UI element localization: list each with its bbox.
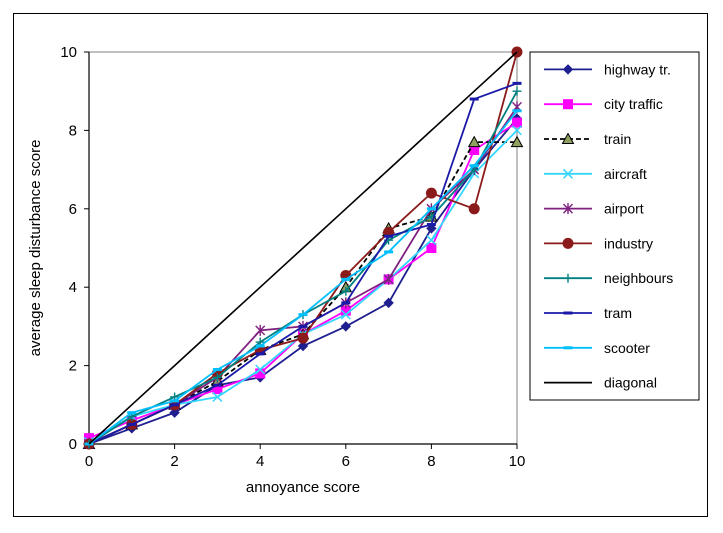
legend-label: highway tr.: [604, 61, 671, 77]
legend-box: [529, 51, 700, 401]
x-tick-label: 6: [342, 453, 350, 470]
data-point: [298, 313, 308, 317]
data-point: [341, 301, 351, 305]
x-tick-label: 2: [170, 453, 178, 470]
legend-marker: [561, 132, 575, 144]
legend-label: city traffic: [604, 96, 663, 112]
data-point: [383, 273, 394, 285]
data-point: [255, 324, 266, 336]
legend-entry: aircraft: [544, 166, 647, 182]
data-point: [169, 407, 180, 418]
series-line: [88, 51, 518, 445]
legend-marker: [563, 99, 573, 110]
data-point: [212, 391, 223, 402]
legend-entry: tram: [544, 305, 632, 321]
legend-entry: neighbours: [544, 270, 673, 286]
legend-marker: [563, 311, 573, 315]
legend-label: diagonal: [604, 375, 657, 391]
legend-label: scooter: [604, 340, 650, 356]
data-point: [341, 277, 351, 281]
x-tick-label: 0: [85, 453, 93, 470]
data-point: [510, 135, 524, 148]
data-point: [255, 364, 266, 375]
legend-label: airport: [604, 201, 644, 217]
line-chart: 0 2 4 6 8 10 0 2 4 6 8 10 annoyance score average s…: [27, 44, 700, 496]
data-point: [512, 109, 522, 113]
legend-marker: [563, 346, 573, 350]
x-tick-label: 10: [509, 453, 526, 470]
data-point: [297, 340, 309, 352]
data-point: [512, 86, 522, 96]
axes: 0 2 4 6 8 10 0 2 4 6 8 10: [60, 44, 525, 470]
legend-entry: airport: [544, 201, 644, 217]
data-point: [426, 223, 437, 234]
data-point: [170, 399, 180, 403]
legend-label: train: [604, 131, 631, 147]
data-point: [212, 372, 222, 382]
y-tick-label: 10: [60, 44, 77, 61]
series-diagonal: [88, 51, 518, 445]
data-point: [384, 250, 394, 254]
data-point: [468, 203, 480, 215]
y-tick-label: 4: [69, 279, 77, 296]
legend-label: tram: [604, 305, 632, 321]
data-point: [426, 222, 436, 226]
data-point: [425, 187, 437, 199]
chart-frame: 0 2 4 6 8 10 0 2 4 6 8 10 annoyance score average s…: [13, 13, 708, 517]
legend-marker: [563, 273, 573, 283]
series-tram: [84, 81, 522, 446]
data-point: [426, 207, 436, 211]
legend-label: industry: [604, 235, 653, 251]
legend-marker: [563, 203, 573, 215]
data-point: [127, 411, 137, 415]
data-point: [255, 352, 265, 356]
data-point: [426, 235, 437, 246]
data-point: [127, 422, 137, 426]
data-point: [340, 309, 351, 320]
data-point: [170, 403, 180, 407]
data-point: [511, 125, 523, 136]
data-point: [512, 81, 522, 85]
y-tick-label: 2: [69, 358, 77, 375]
data-point: [212, 368, 222, 372]
data-point: [469, 164, 479, 168]
x-axis-label: annoyance score: [246, 479, 360, 496]
legend: highway tr. city traffic train aircraft airp…: [529, 51, 700, 401]
legend-entry: city traffic: [544, 96, 663, 112]
y-tick-label: 8: [69, 122, 77, 139]
legend-entry: scooter: [544, 340, 650, 356]
y-tick-label: 6: [69, 201, 77, 218]
data-point: [212, 383, 222, 387]
legend-entry: diagonal: [544, 375, 657, 391]
data-point: [467, 135, 481, 148]
x-tick-label: 8: [427, 453, 435, 470]
series-layer: [82, 46, 524, 450]
y-axis-label: average sleep disturbance score: [27, 140, 44, 357]
data-point: [341, 286, 351, 296]
legend-entry: industry: [544, 235, 653, 251]
legend-marker: [562, 237, 574, 249]
legend-entry: train: [544, 131, 631, 147]
x-tick-label: 4: [256, 453, 264, 470]
legend-label: neighbours: [604, 270, 673, 286]
data-point: [469, 97, 479, 101]
y-tick-label: 0: [69, 436, 77, 453]
legend-marker: [562, 168, 574, 179]
data-point: [512, 117, 522, 128]
legend-label: aircraft: [604, 166, 647, 182]
data-point: [384, 234, 394, 238]
legend-entry: highway tr.: [544, 61, 671, 77]
data-point: [340, 321, 352, 332]
legend-marker: [562, 64, 574, 75]
data-point: [383, 297, 394, 309]
data-point: [426, 243, 437, 253]
data-point: [298, 324, 308, 328]
data-point: [255, 344, 265, 348]
data-point: [297, 332, 309, 344]
